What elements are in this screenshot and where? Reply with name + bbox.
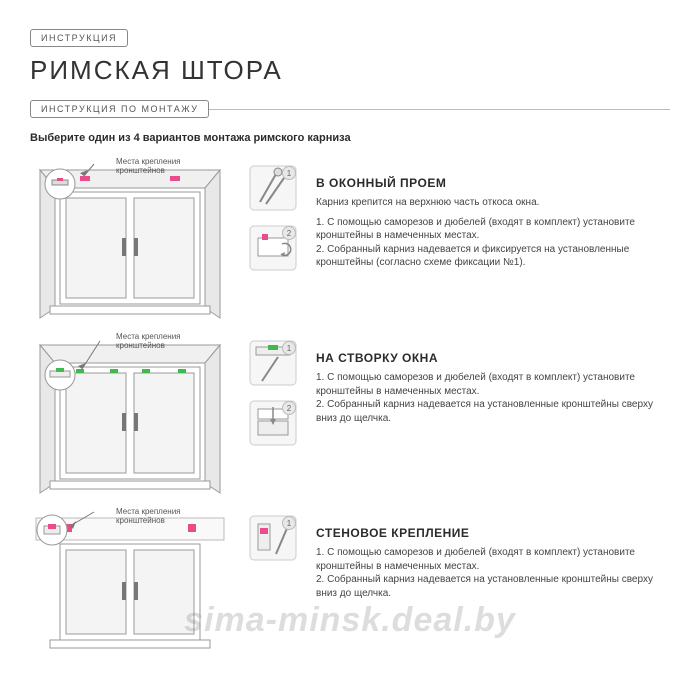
step-circle-2: 2	[282, 401, 296, 415]
section-1-subtitle: Карниз крепится на верхнюю часть откоса …	[316, 196, 670, 210]
step-circle-1: 1	[282, 341, 296, 355]
detail-icons-3: 1	[248, 510, 298, 655]
section-1: Места крепления кронштейнов	[30, 160, 670, 325]
window-svg-1	[30, 160, 230, 320]
page-title: РИМСКАЯ ШТОРА	[30, 55, 670, 86]
section-2-text: НА СТВОРКУ ОКНА 1. С помощью саморезов и…	[316, 335, 670, 500]
step-circle-1: 1	[282, 166, 296, 180]
step-circle-2: 2	[282, 226, 296, 240]
diagram-caption: Места крепления кронштейнов	[116, 333, 230, 351]
section-3-title: СТЕНОВОЕ КРЕПЛЕНИЕ	[316, 526, 670, 540]
window-diagram-1: Места крепления кронштейнов	[30, 160, 230, 325]
section-1-step1: 1. С помощью саморезов и дюбелей (входят…	[316, 216, 670, 243]
window-diagram-3: Места крепления кронштейнов	[30, 510, 230, 655]
section-2-step1: 1. С помощью саморезов и дюбелей (входят…	[316, 371, 670, 398]
window-svg-2	[30, 335, 230, 495]
subheader-badge: ИНСТРУКЦИЯ ПО МОНТАЖУ	[30, 100, 209, 118]
window-svg-3	[30, 510, 230, 650]
detail-icons-1: 1 2	[248, 160, 298, 325]
subheader-row: ИНСТРУКЦИЯ ПО МОНТАЖУ	[30, 100, 670, 118]
intro-text: Выберите один из 4 вариантов монтажа рим…	[30, 132, 670, 144]
section-3-step1: 1. С помощью саморезов и дюбелей (входят…	[316, 546, 670, 573]
window-diagram-2: Места крепления кронштейнов	[30, 335, 230, 500]
detail-icons-2: 1 2	[248, 335, 298, 500]
diagram-caption: Места крепления кронштейнов	[116, 158, 230, 176]
diagram-caption: Места крепления кронштейнов	[116, 508, 230, 526]
section-1-text: В ОКОННЫЙ ПРОЕМ Карниз крепится на верхн…	[316, 160, 670, 325]
section-1-step2: 2. Собранный карниз надевается и фиксиру…	[316, 243, 670, 270]
section-2: Места крепления кронштейнов	[30, 335, 670, 500]
step-circle-1: 1	[282, 516, 296, 530]
section-3: Места крепления кронштейнов	[30, 510, 670, 655]
section-3-step2: 2. Собранный карниз надевается на устано…	[316, 573, 670, 600]
section-3-text: СТЕНОВОЕ КРЕПЛЕНИЕ 1. С помощью саморезо…	[316, 510, 670, 655]
section-2-step2: 2. Собранный карниз надевается на устано…	[316, 398, 670, 425]
badge-instruction: ИНСТРУКЦИЯ	[30, 29, 128, 47]
section-2-title: НА СТВОРКУ ОКНА	[316, 351, 670, 365]
section-1-title: В ОКОННЫЙ ПРОЕМ	[316, 176, 670, 190]
subheader-line	[207, 109, 670, 110]
